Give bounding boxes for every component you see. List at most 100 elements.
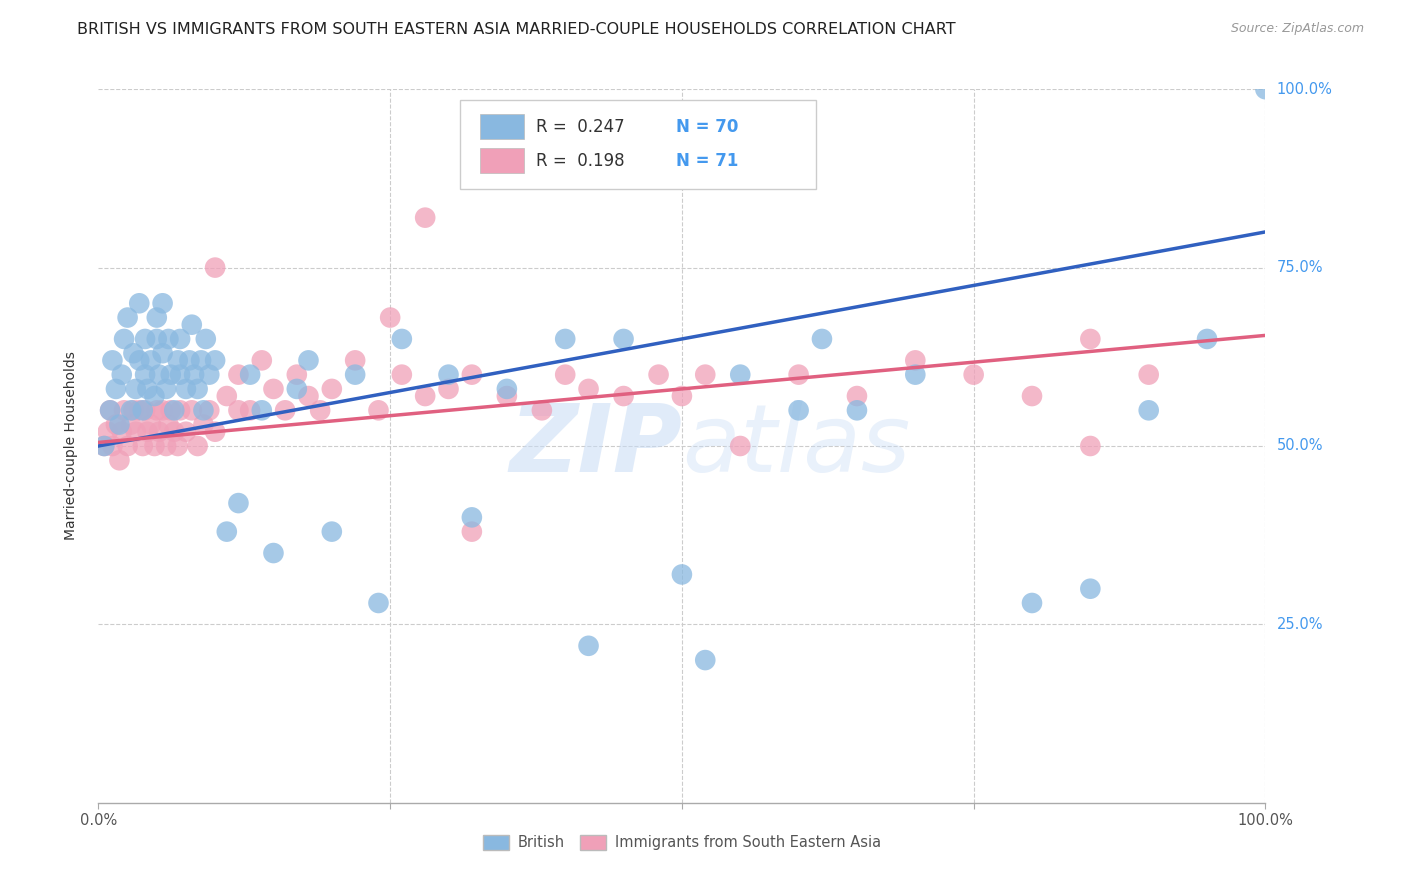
Point (193, 417, 215, 432)
Point (413, 389, 436, 403)
Point (787, 368, 810, 382)
Point (139, 417, 162, 432)
Point (146, 310, 169, 325)
Point (132, 439, 155, 453)
Point (180, 318, 202, 332)
Point (152, 346, 174, 360)
Point (204, 260, 226, 275)
Point (321, 382, 343, 396)
Point (730, 368, 752, 382)
Point (180, 403, 202, 417)
Point (159, 403, 181, 417)
Point (695, 653, 717, 667)
Point (554, 332, 576, 346)
Point (228, 403, 250, 417)
Y-axis label: Married-couple Households: Married-couple Households (63, 351, 77, 541)
Point (578, 639, 600, 653)
Point (215, 524, 238, 539)
Point (134, 368, 156, 382)
Point (104, 417, 127, 432)
Point (391, 332, 413, 346)
Text: N = 71: N = 71 (676, 152, 738, 169)
Point (239, 403, 262, 417)
Point (1080, 332, 1102, 346)
Point (367, 596, 389, 610)
Point (101, 353, 124, 368)
Point (166, 439, 188, 453)
Point (132, 403, 155, 417)
Point (146, 403, 169, 417)
Point (120, 403, 142, 417)
Point (496, 389, 519, 403)
Point (437, 382, 460, 396)
Point (148, 425, 170, 439)
Point (204, 425, 226, 439)
Point (93, 439, 115, 453)
Point (578, 382, 600, 396)
FancyBboxPatch shape (460, 100, 815, 189)
Point (122, 346, 145, 360)
Point (1080, 439, 1102, 453)
Point (134, 332, 156, 346)
Point (297, 353, 319, 368)
Point (962, 368, 984, 382)
Point (136, 425, 159, 439)
Point (163, 425, 186, 439)
Point (215, 389, 238, 403)
Point (239, 368, 262, 382)
Point (811, 332, 834, 346)
Point (613, 389, 636, 403)
Point (193, 403, 215, 417)
Point (159, 368, 181, 382)
Point (112, 332, 135, 346)
Legend: British, Immigrants from South Eastern Asia: British, Immigrants from South Eastern A… (477, 829, 887, 856)
Point (143, 439, 166, 453)
Point (174, 382, 197, 396)
Point (128, 353, 150, 368)
Point (1195, 332, 1218, 346)
Point (285, 382, 308, 396)
Point (904, 368, 927, 382)
Point (174, 425, 197, 439)
Point (391, 368, 413, 382)
Point (104, 382, 127, 396)
Point (136, 382, 159, 396)
Point (321, 524, 343, 539)
Text: N = 70: N = 70 (676, 118, 738, 136)
Point (554, 368, 576, 382)
Point (787, 403, 810, 417)
Point (120, 417, 142, 432)
Point (671, 567, 693, 582)
Point (730, 439, 752, 453)
Point (101, 439, 124, 453)
Point (122, 403, 145, 417)
Point (461, 510, 484, 524)
Point (117, 310, 139, 325)
Point (169, 368, 191, 382)
Point (904, 353, 927, 368)
Point (309, 403, 332, 417)
Point (228, 496, 250, 510)
Text: R =  0.198: R = 0.198 (536, 152, 624, 169)
Point (128, 403, 150, 417)
Point (344, 353, 367, 368)
Point (155, 382, 177, 396)
Point (198, 403, 221, 417)
Point (530, 403, 553, 417)
Point (647, 368, 669, 382)
Point (228, 368, 250, 382)
Point (846, 389, 869, 403)
Point (1137, 403, 1160, 417)
Point (143, 389, 166, 403)
Point (380, 310, 402, 325)
Point (97, 425, 120, 439)
Text: 25.0%: 25.0% (1277, 617, 1323, 632)
Point (166, 353, 188, 368)
Point (461, 524, 484, 539)
Point (152, 403, 174, 417)
Point (437, 368, 460, 382)
Point (250, 403, 273, 417)
Point (146, 332, 169, 346)
Point (297, 389, 319, 403)
Point (163, 403, 186, 417)
